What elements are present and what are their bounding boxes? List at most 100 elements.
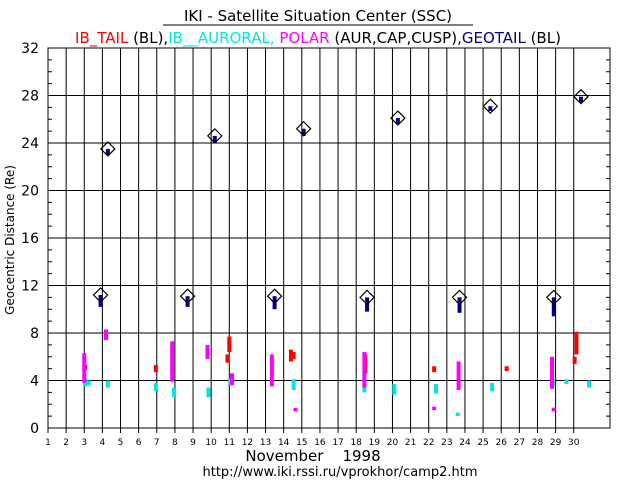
geotail-diamond-marker <box>92 287 109 303</box>
legend-geotail: GEOTAIL <box>462 29 527 47</box>
polar-segment <box>293 407 298 412</box>
y-tick-label: 12 <box>21 279 39 295</box>
x-tick-label: 30 <box>568 438 580 448</box>
ib-auroral-segment <box>171 387 176 398</box>
legend-ib-tail: IB_TAIL <box>75 29 129 48</box>
polar-segment <box>432 406 437 411</box>
polar-segment <box>82 353 87 383</box>
ib-auroral-segment <box>392 384 397 395</box>
x-tick-label: 3 <box>81 438 87 448</box>
x-tick-label: 12 <box>242 438 253 448</box>
x-tick-label: 6 <box>136 438 142 448</box>
ib-tail-segment <box>225 354 230 363</box>
ib-tail-segment <box>574 331 579 355</box>
y-tick-label: 0 <box>30 421 39 437</box>
y-tick-label: 8 <box>30 326 39 342</box>
x-tick-label: 4 <box>100 438 106 448</box>
grid <box>48 48 610 428</box>
y-tick-label: 16 <box>21 231 39 247</box>
x-tick-label: 11 <box>224 438 235 448</box>
polar-segment <box>230 373 235 386</box>
polar-segment <box>362 352 367 388</box>
y-tick-label: 28 <box>21 89 39 105</box>
x-tick-label: 1 <box>45 438 51 448</box>
geotail-diamond-marker <box>359 289 375 306</box>
legend-ib-tail-note: (BL), <box>128 29 168 47</box>
geotail-diamond-marker <box>99 141 116 157</box>
x-tick-label: 5 <box>118 438 124 448</box>
y-tick-labels: 0 4 8 12 16 20 24 28 32 <box>21 41 39 437</box>
ib-auroral-segment <box>455 412 460 417</box>
ib-auroral-segment <box>291 379 296 390</box>
ib-tail-segment <box>227 336 232 352</box>
y-tick-label: 24 <box>21 136 39 152</box>
ib-auroral-segment <box>587 380 592 388</box>
x-tick-label: 24 <box>459 438 471 448</box>
geotail-segment <box>395 118 400 124</box>
ib-tail-segment <box>504 366 509 371</box>
ib-auroral-segment <box>564 379 569 385</box>
ib-tail-segment <box>291 352 296 360</box>
x-tick-label: 15 <box>296 438 307 448</box>
polar-segment <box>269 354 274 387</box>
ib-tail-segment <box>432 366 437 373</box>
y-tick-label: 20 <box>21 184 39 200</box>
geotail-segment <box>105 148 110 155</box>
y-axis-label: Geocentric Distance (Re) <box>3 165 17 315</box>
geotail-segment <box>185 296 190 307</box>
geotail-diamond-marker <box>206 128 223 144</box>
geotail-segment <box>551 297 556 317</box>
x-tick-label: 17 <box>332 438 343 448</box>
x-tick-label: 19 <box>369 438 381 448</box>
legend-polar-note: (AUR,CAP,CUSP), <box>330 29 462 47</box>
geotail-diamond-marker <box>482 98 499 115</box>
legend-geotail-note: (BL) <box>526 29 561 47</box>
geotail-diamond-marker <box>295 120 312 137</box>
x-tick-label: 9 <box>190 438 196 448</box>
geotail-diamond-marker <box>390 110 406 126</box>
polar-segment <box>104 329 109 341</box>
x-tick-label: 18 <box>350 438 362 448</box>
x-tick-label: 10 <box>205 438 217 448</box>
ib-auroral-segment <box>433 384 438 394</box>
polar-segment <box>205 344 210 360</box>
ib-auroral-segment <box>490 382 495 392</box>
geotail-segment <box>301 128 306 136</box>
polar-segment <box>170 341 175 382</box>
x-tick-label: 25 <box>477 438 488 448</box>
x-tick-label: 26 <box>495 438 507 448</box>
ib-auroral-segment <box>206 387 211 398</box>
legend-polar: POLAR <box>275 29 330 47</box>
x-axis-label: November 1998 <box>245 447 380 465</box>
y-tick-label: 4 <box>30 374 39 390</box>
geotail-segment <box>98 295 103 307</box>
geotail-diamond-marker <box>573 88 589 105</box>
ib-tail-segment <box>288 349 293 362</box>
geotail-segment <box>212 135 217 143</box>
x-tick-labels: 1 2 3 4 5 6 7 8 9 10 11 12 13 14 15 16 17 18 19 20 21 22 23 24 2… <box>45 438 580 448</box>
chart-title: IKI - Satellite Situation Center (SSC) <box>184 7 452 25</box>
x-tick-label: 29 <box>550 438 562 448</box>
series-marks <box>82 88 592 417</box>
x-tick-label: 20 <box>387 438 399 448</box>
geotail-diamond-marker <box>266 288 283 305</box>
plot-border <box>47 47 611 429</box>
polar-segment <box>456 361 461 390</box>
x-tick-label: 23 <box>441 438 452 448</box>
ib-tail-segment <box>572 356 577 364</box>
ib-auroral-segment <box>153 382 158 392</box>
x-tick-label: 27 <box>514 438 525 448</box>
x-tick-label: 8 <box>172 438 178 448</box>
legend-line: IB_TAIL (BL),IB__AURORAL, POLAR (AUR,CAP… <box>75 29 561 48</box>
x-tick-label: 2 <box>63 438 69 448</box>
polar-segment <box>549 356 554 389</box>
geotail-diamond-marker <box>451 289 468 306</box>
x-tick-label: 14 <box>278 438 290 448</box>
legend-ib-auroral: IB__AURORAL, <box>168 29 274 48</box>
x-tick-label: 28 <box>532 438 544 448</box>
ib-auroral-segment <box>86 380 91 386</box>
geotail-segment <box>578 96 583 103</box>
y-tick-label: 32 <box>21 41 39 57</box>
x-tick-label: 7 <box>154 438 160 448</box>
x-tick-label: 21 <box>405 438 416 448</box>
